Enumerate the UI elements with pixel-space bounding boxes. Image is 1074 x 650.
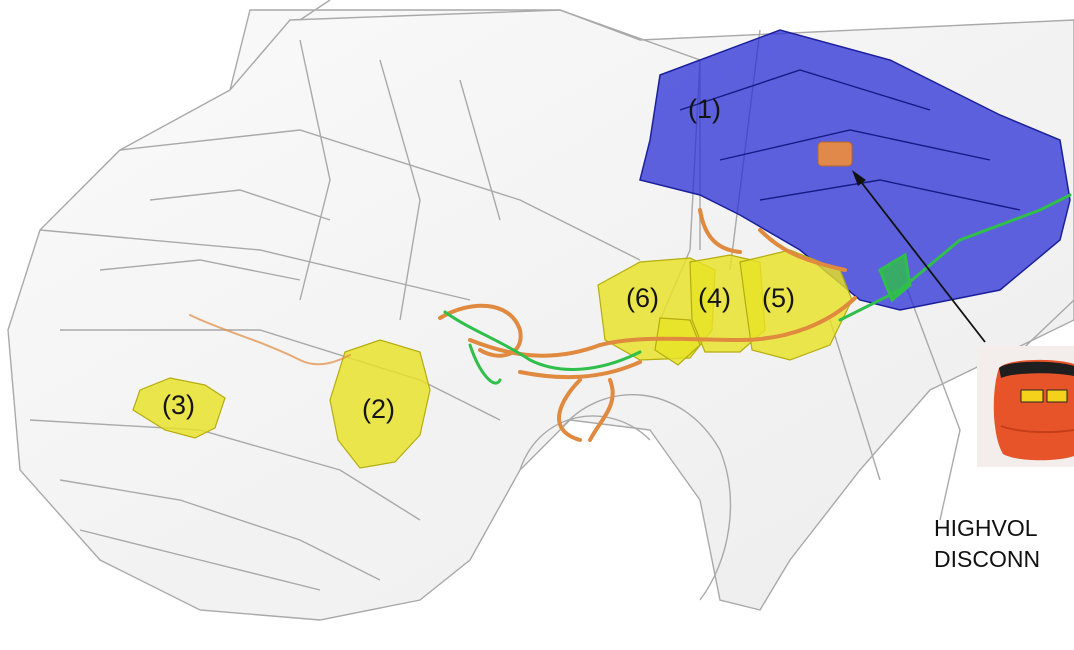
disconnect-photo (977, 346, 1074, 467)
callout-4: (4) (698, 283, 731, 313)
service-disconnect-plug-icon (977, 346, 1074, 467)
component-group (132, 249, 853, 469)
caption-line-2: DISCONN (934, 546, 1041, 572)
callout-6: (6) (626, 283, 659, 313)
callout-5: (5) (762, 283, 795, 313)
callout-3: (3) (162, 390, 195, 420)
callout-2: (2) (362, 394, 395, 424)
disconnect-caption: HIGHVOL DISCONN (934, 513, 1040, 575)
pointer-arrow (852, 170, 986, 343)
lv-cable (443, 193, 1072, 385)
hv-cable (189, 208, 857, 442)
caption-line-1: HIGHVOL (934, 515, 1038, 541)
callout-1: (1) (688, 94, 721, 124)
